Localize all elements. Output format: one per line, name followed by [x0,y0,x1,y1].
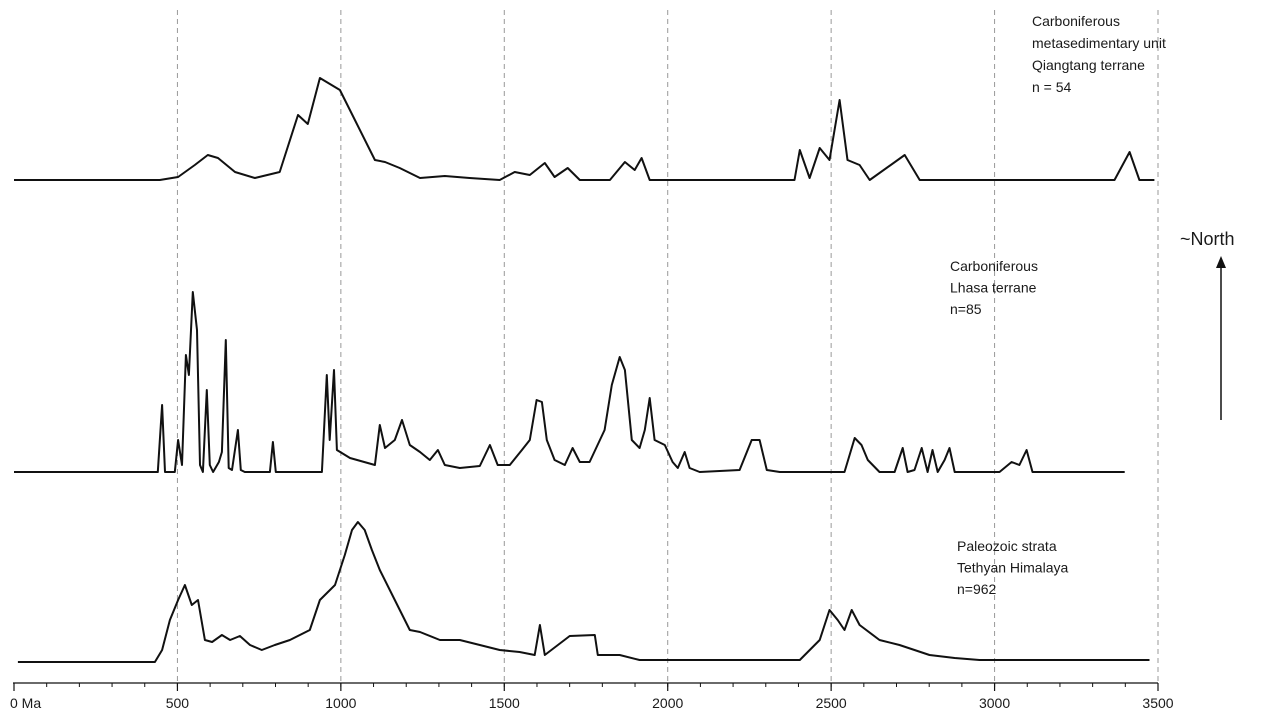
series-label: Qiangtang terrane [1032,57,1145,73]
density-curve [17,521,1150,663]
x-tick-label: 0 Ma [10,695,41,711]
x-tick-label: 2500 [816,695,847,711]
x-tick-label: 1500 [489,695,520,711]
x-tick-label: 3000 [979,695,1010,711]
x-tick-label: 2000 [652,695,683,711]
x-tick-label: 3500 [1142,695,1173,711]
series-label: metasedimentary unit [1032,35,1166,51]
series-label: n=85 [950,301,982,317]
x-tick-label: 1000 [325,695,356,711]
series-label: Paleozoic strata [957,538,1057,554]
series-label: n = 54 [1032,79,1072,95]
density-curve [14,291,1125,473]
annotation: ~North [1180,229,1235,249]
series-label: Tethyan Himalaya [957,560,1068,576]
series-label: n=962 [957,581,997,597]
series-label: Lhasa terrane [950,280,1037,296]
series-label: Carboniferous [1032,13,1120,29]
north-arrowhead [1216,256,1226,268]
density-curve [14,77,1155,181]
x-tick-label: 500 [166,695,190,711]
series-label: Carboniferous [950,258,1038,274]
